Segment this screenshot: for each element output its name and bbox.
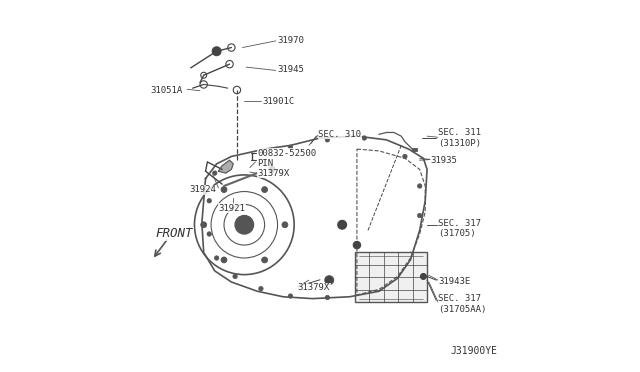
Circle shape xyxy=(201,222,207,228)
Circle shape xyxy=(214,256,219,260)
Text: FRONT: FRONT xyxy=(156,228,193,241)
Text: 31379X: 31379X xyxy=(257,169,289,177)
Text: 31921: 31921 xyxy=(218,203,245,213)
Circle shape xyxy=(259,286,263,291)
Text: 31935: 31935 xyxy=(431,155,458,165)
Bar xyxy=(412,148,417,151)
Text: 31943E: 31943E xyxy=(438,278,470,286)
Circle shape xyxy=(235,215,253,234)
Circle shape xyxy=(207,199,211,203)
Circle shape xyxy=(212,171,217,175)
Circle shape xyxy=(288,145,292,150)
Circle shape xyxy=(326,276,333,284)
Circle shape xyxy=(392,280,396,284)
Text: 31945: 31945 xyxy=(278,65,305,74)
Circle shape xyxy=(420,273,426,279)
Circle shape xyxy=(269,166,275,172)
Text: 31379X: 31379X xyxy=(298,283,330,292)
Circle shape xyxy=(362,293,367,297)
Circle shape xyxy=(417,213,422,218)
Circle shape xyxy=(288,294,292,298)
Polygon shape xyxy=(218,160,233,173)
Circle shape xyxy=(282,222,288,228)
Text: SEC. 311
(31310P): SEC. 311 (31310P) xyxy=(438,128,481,148)
Circle shape xyxy=(207,232,211,236)
Circle shape xyxy=(233,274,237,279)
Circle shape xyxy=(262,257,268,263)
Text: 31924: 31924 xyxy=(189,185,216,194)
Text: SEC. 317
(31705): SEC. 317 (31705) xyxy=(438,219,481,238)
Circle shape xyxy=(353,241,360,249)
Text: SEC. 310: SEC. 310 xyxy=(318,130,361,139)
Text: 00832-52500
PIN: 00832-52500 PIN xyxy=(257,148,316,168)
Circle shape xyxy=(212,47,221,56)
Circle shape xyxy=(325,295,330,300)
Text: SEC. 317
(31705AA): SEC. 317 (31705AA) xyxy=(438,295,486,314)
Text: 31051A: 31051A xyxy=(150,86,182,94)
Text: J31900YE: J31900YE xyxy=(450,346,497,356)
FancyBboxPatch shape xyxy=(355,253,427,302)
Circle shape xyxy=(327,278,332,282)
Circle shape xyxy=(262,187,268,193)
Circle shape xyxy=(408,252,413,257)
Circle shape xyxy=(221,187,227,193)
Circle shape xyxy=(325,138,330,142)
Circle shape xyxy=(362,136,367,140)
Circle shape xyxy=(417,184,422,188)
Circle shape xyxy=(338,220,347,229)
Text: 31901C: 31901C xyxy=(263,97,295,106)
Circle shape xyxy=(221,257,227,263)
Text: 31970: 31970 xyxy=(278,36,305,45)
Circle shape xyxy=(403,154,407,159)
